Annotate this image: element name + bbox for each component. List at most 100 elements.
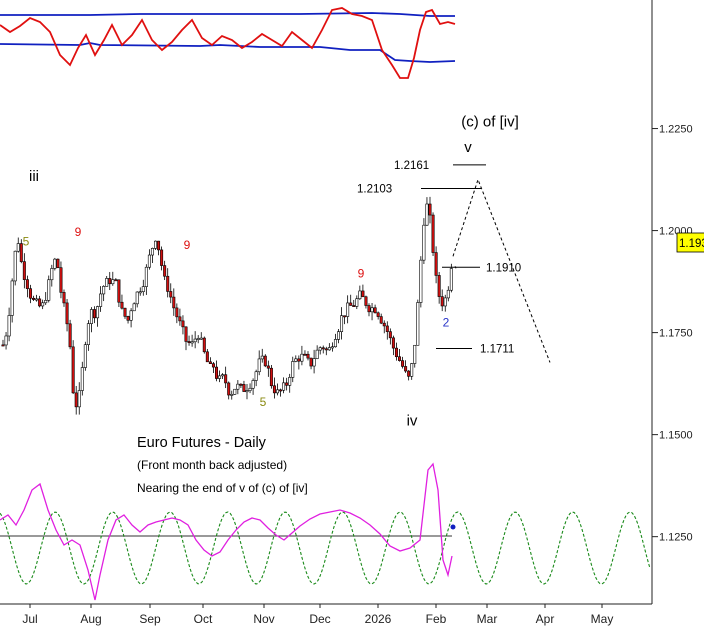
candle-body xyxy=(44,300,48,304)
momentum-line xyxy=(0,7,456,79)
candle-body xyxy=(397,356,401,361)
candle-body xyxy=(388,331,392,339)
candle-body xyxy=(169,291,173,298)
candle-body xyxy=(108,278,112,285)
candle-body xyxy=(242,384,246,392)
candle-body xyxy=(77,390,81,408)
candle-body xyxy=(269,367,273,387)
candle-body xyxy=(13,250,17,282)
x-tick-label: 2026 xyxy=(365,612,392,626)
candle-body xyxy=(239,383,243,386)
x-tick-label: May xyxy=(591,612,614,626)
candle-body xyxy=(404,366,408,372)
marker-tick xyxy=(454,266,457,269)
candle-body xyxy=(285,382,289,386)
candle-body xyxy=(346,302,350,317)
candle-body xyxy=(89,309,93,324)
candle-body xyxy=(102,286,106,295)
candle-body xyxy=(163,265,167,277)
candle-body xyxy=(385,325,389,332)
candle-body xyxy=(300,353,304,362)
candle-body xyxy=(291,361,295,378)
candle-body xyxy=(364,296,368,306)
candle-body xyxy=(315,349,319,359)
cycle-oscillator-panel xyxy=(0,462,651,601)
candle-body xyxy=(154,240,158,249)
candle-body xyxy=(56,258,60,268)
candle-body xyxy=(260,355,264,360)
wave-label: iv xyxy=(407,413,418,430)
candle-body xyxy=(407,370,411,377)
candle-body xyxy=(349,302,353,306)
candle-body xyxy=(272,385,276,394)
candle-body xyxy=(141,286,145,292)
candle-body xyxy=(282,382,286,391)
candle-body xyxy=(157,240,161,251)
candle-body xyxy=(394,347,398,358)
candle-body xyxy=(208,361,212,364)
candle-body xyxy=(117,279,121,303)
candle-body xyxy=(25,279,29,289)
time-axis: Jul Aug Sep Oct Nov Dec 2026 Feb Mar Apr May xyxy=(22,604,613,626)
x-tick-label: Feb xyxy=(426,612,447,626)
candle-body xyxy=(413,344,417,364)
candle-body xyxy=(446,289,450,299)
wave-label: v xyxy=(464,139,472,156)
wave-label: 9 xyxy=(75,225,82,239)
candle-body xyxy=(422,224,426,261)
candle-body xyxy=(1,344,5,347)
candle-body xyxy=(382,322,386,327)
price-marker-label: 1.2103 xyxy=(357,184,392,196)
x-tick-label: Oct xyxy=(194,612,213,626)
candle-body xyxy=(105,278,109,287)
candle-body xyxy=(367,305,371,313)
candle-body xyxy=(135,291,139,305)
candle-body xyxy=(245,390,249,393)
candle-body xyxy=(391,337,395,349)
candle-body xyxy=(147,254,151,268)
candle-body xyxy=(401,360,405,367)
candle-body xyxy=(202,337,206,353)
candle-body xyxy=(53,258,57,269)
candle-body xyxy=(150,248,154,256)
candle-body xyxy=(172,296,176,309)
candle-body xyxy=(144,266,148,287)
x-tick-label: Sep xyxy=(139,612,161,626)
candle-body xyxy=(4,335,8,346)
candle-body xyxy=(410,363,414,377)
candle-body xyxy=(187,341,191,343)
candle-body xyxy=(425,203,429,226)
candle-body xyxy=(47,279,51,301)
candle-body xyxy=(440,296,444,307)
candle-body xyxy=(193,338,197,343)
candle-body xyxy=(7,315,11,337)
candle-body xyxy=(175,307,179,318)
candle-body xyxy=(343,315,347,318)
wave-label: 9 xyxy=(358,267,365,281)
candle-body xyxy=(321,347,325,350)
candle-body xyxy=(437,275,441,297)
candle-body xyxy=(99,293,103,307)
x-tick-label: Mar xyxy=(477,612,498,626)
candle-body xyxy=(376,312,380,317)
candle-body xyxy=(71,346,75,394)
top-indicator-panel xyxy=(0,7,456,79)
candle-body xyxy=(28,288,32,299)
candle-body xyxy=(449,268,453,291)
candle-body xyxy=(379,316,383,324)
candle-body xyxy=(68,323,72,348)
candle-body xyxy=(215,366,219,379)
candle-body xyxy=(41,302,45,307)
candle-body xyxy=(120,301,124,309)
candlestick-series xyxy=(1,196,453,415)
candle-body xyxy=(123,307,127,317)
candle-body xyxy=(275,389,279,394)
candle-body xyxy=(35,298,39,301)
candle-body xyxy=(199,337,203,340)
candle-body xyxy=(355,298,359,307)
cycle-oscillator-line xyxy=(0,462,453,601)
candle-body xyxy=(309,357,313,367)
